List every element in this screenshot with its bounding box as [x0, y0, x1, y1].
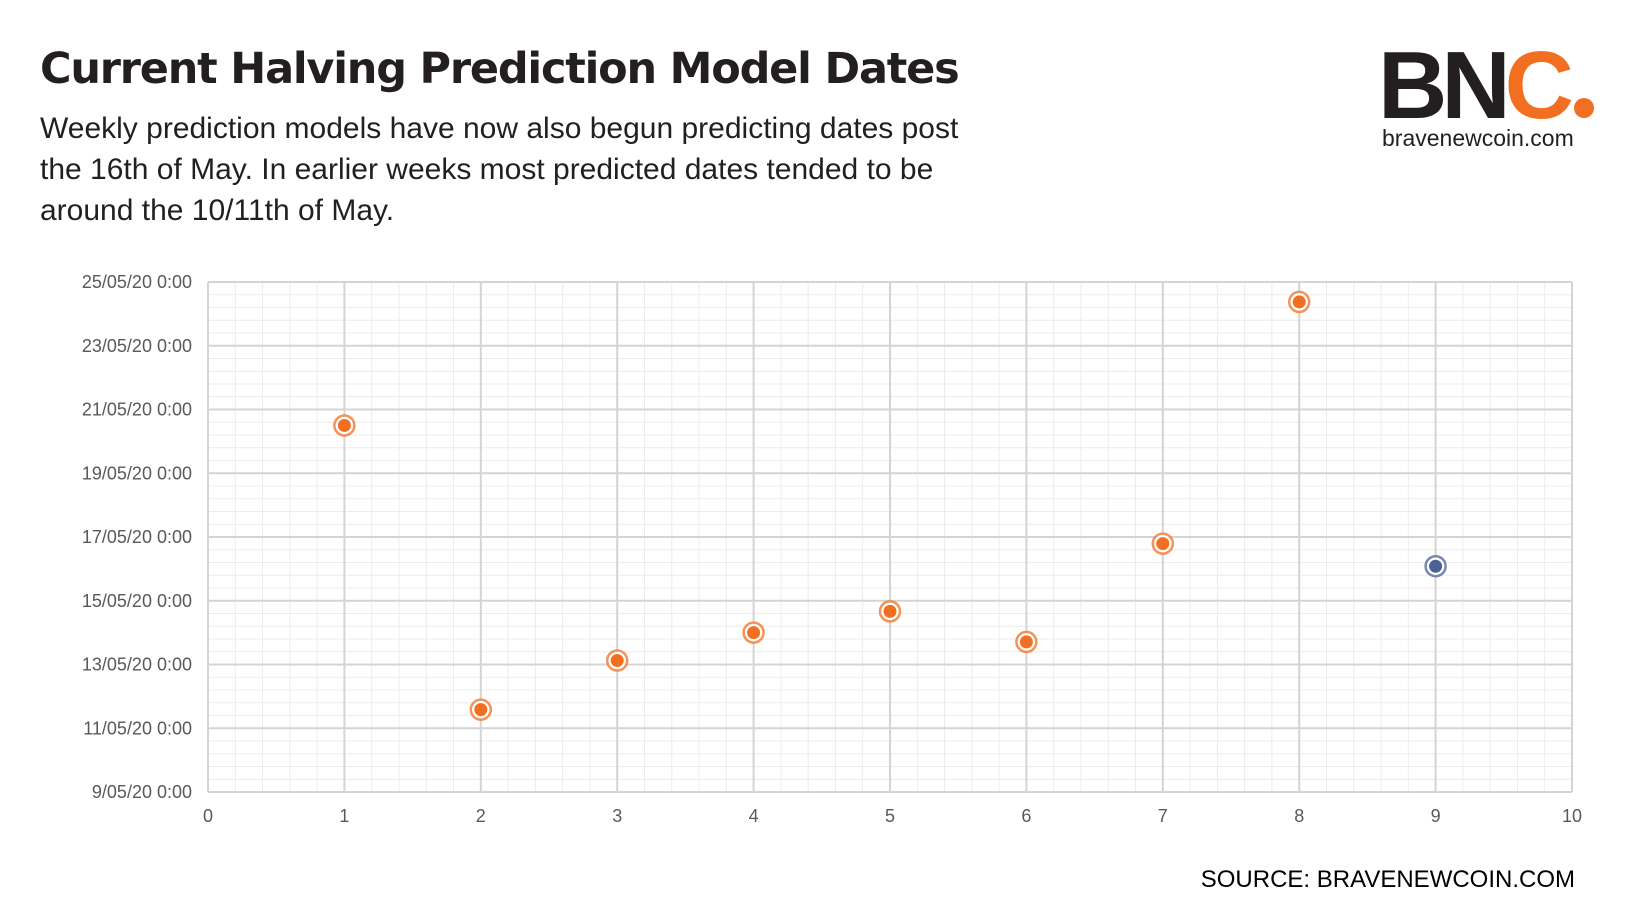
bnc-logo: BNC bravenewcoin.com [1378, 38, 1608, 158]
x-tick-label: 8 [1294, 806, 1304, 826]
data-point [474, 703, 488, 717]
data-point [337, 418, 351, 432]
y-tick-label: 9/05/20 0:00 [92, 782, 192, 802]
source-note: SOURCE: BRAVENEWCOIN.COM [1200, 866, 1575, 893]
data-point [610, 654, 624, 668]
chart-title: Current Halving Prediction Model Dates [40, 44, 960, 94]
y-tick-label: 19/05/20 0:00 [82, 463, 192, 483]
data-point [883, 604, 897, 618]
x-tick-label: 9 [1431, 806, 1441, 826]
data-point [747, 626, 761, 640]
data-point [1292, 295, 1306, 309]
x-tick-label: 1 [339, 806, 349, 826]
logo-mark-c: C [1504, 32, 1574, 139]
data-point [1156, 537, 1170, 551]
y-tick-label: 17/05/20 0:00 [82, 527, 192, 547]
logo-url: bravenewcoin.com [1382, 125, 1574, 151]
x-tick-label: 0 [203, 806, 213, 826]
x-tick-label: 7 [1158, 806, 1168, 826]
x-tick-label: 3 [612, 806, 622, 826]
y-tick-label: 21/05/20 0:00 [82, 400, 192, 420]
x-tick-label: 2 [476, 806, 486, 826]
data-point [1019, 635, 1033, 649]
logo-dot [1573, 98, 1594, 118]
y-tick-label: 11/05/20 0:00 [83, 718, 192, 738]
y-tick-label: 13/05/20 0:00 [82, 655, 192, 675]
y-tick-label: 23/05/20 0:00 [82, 336, 192, 356]
x-tick-label: 6 [1021, 806, 1031, 826]
chart-subtitle: Weekly prediction models have now also b… [40, 112, 959, 227]
logo-mark-bn: BN [1378, 32, 1511, 139]
y-tick-label: 15/05/20 0:00 [82, 591, 192, 611]
data-point [1429, 559, 1443, 573]
x-tick-label: 10 [1562, 806, 1582, 826]
logo-mark: BNC [1378, 38, 1594, 134]
x-tick-label: 5 [885, 806, 895, 826]
x-tick-label: 4 [749, 806, 759, 826]
y-tick-label: 25/05/20 0:00 [82, 272, 192, 292]
